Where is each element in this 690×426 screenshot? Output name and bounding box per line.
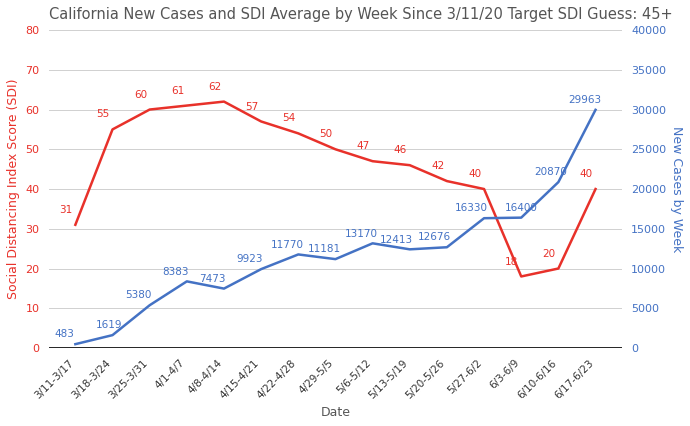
Text: 29963: 29963 — [568, 95, 601, 105]
Text: 13170: 13170 — [345, 228, 378, 239]
Y-axis label: Social Distancing Index Score (SDI): Social Distancing Index Score (SDI) — [7, 79, 20, 299]
X-axis label: Date: Date — [320, 406, 351, 419]
Text: 16400: 16400 — [505, 203, 538, 213]
Text: California New Cases and SDI Average by Week Since 3/11/20 Target SDI Guess: 45+: California New Cases and SDI Average by … — [50, 7, 673, 22]
Text: 9923: 9923 — [237, 254, 264, 265]
Text: 20870: 20870 — [535, 167, 567, 177]
Text: 12413: 12413 — [380, 235, 413, 245]
Text: 40: 40 — [580, 169, 593, 179]
Text: 8383: 8383 — [162, 267, 189, 276]
Text: 55: 55 — [97, 109, 110, 119]
Text: 16330: 16330 — [455, 204, 488, 213]
Text: 40: 40 — [469, 169, 482, 179]
Text: 12676: 12676 — [417, 233, 451, 242]
Text: 46: 46 — [394, 145, 407, 155]
Text: 61: 61 — [171, 86, 184, 95]
Text: 54: 54 — [282, 113, 295, 124]
Text: 31: 31 — [59, 205, 72, 215]
Text: 42: 42 — [431, 161, 444, 171]
Text: 483: 483 — [55, 329, 74, 340]
Text: 11770: 11770 — [270, 240, 304, 250]
Text: 5380: 5380 — [126, 291, 152, 300]
Text: 60: 60 — [134, 89, 147, 100]
Text: 11181: 11181 — [308, 245, 341, 254]
Text: 20: 20 — [542, 249, 555, 259]
Text: 57: 57 — [245, 101, 259, 112]
Text: 50: 50 — [319, 130, 333, 139]
Text: 7473: 7473 — [199, 274, 226, 284]
Text: 18: 18 — [505, 256, 519, 267]
Text: 47: 47 — [357, 141, 370, 151]
Y-axis label: New Cases by Week: New Cases by Week — [670, 126, 683, 252]
Text: 1619: 1619 — [95, 320, 122, 330]
Text: 62: 62 — [208, 82, 221, 92]
